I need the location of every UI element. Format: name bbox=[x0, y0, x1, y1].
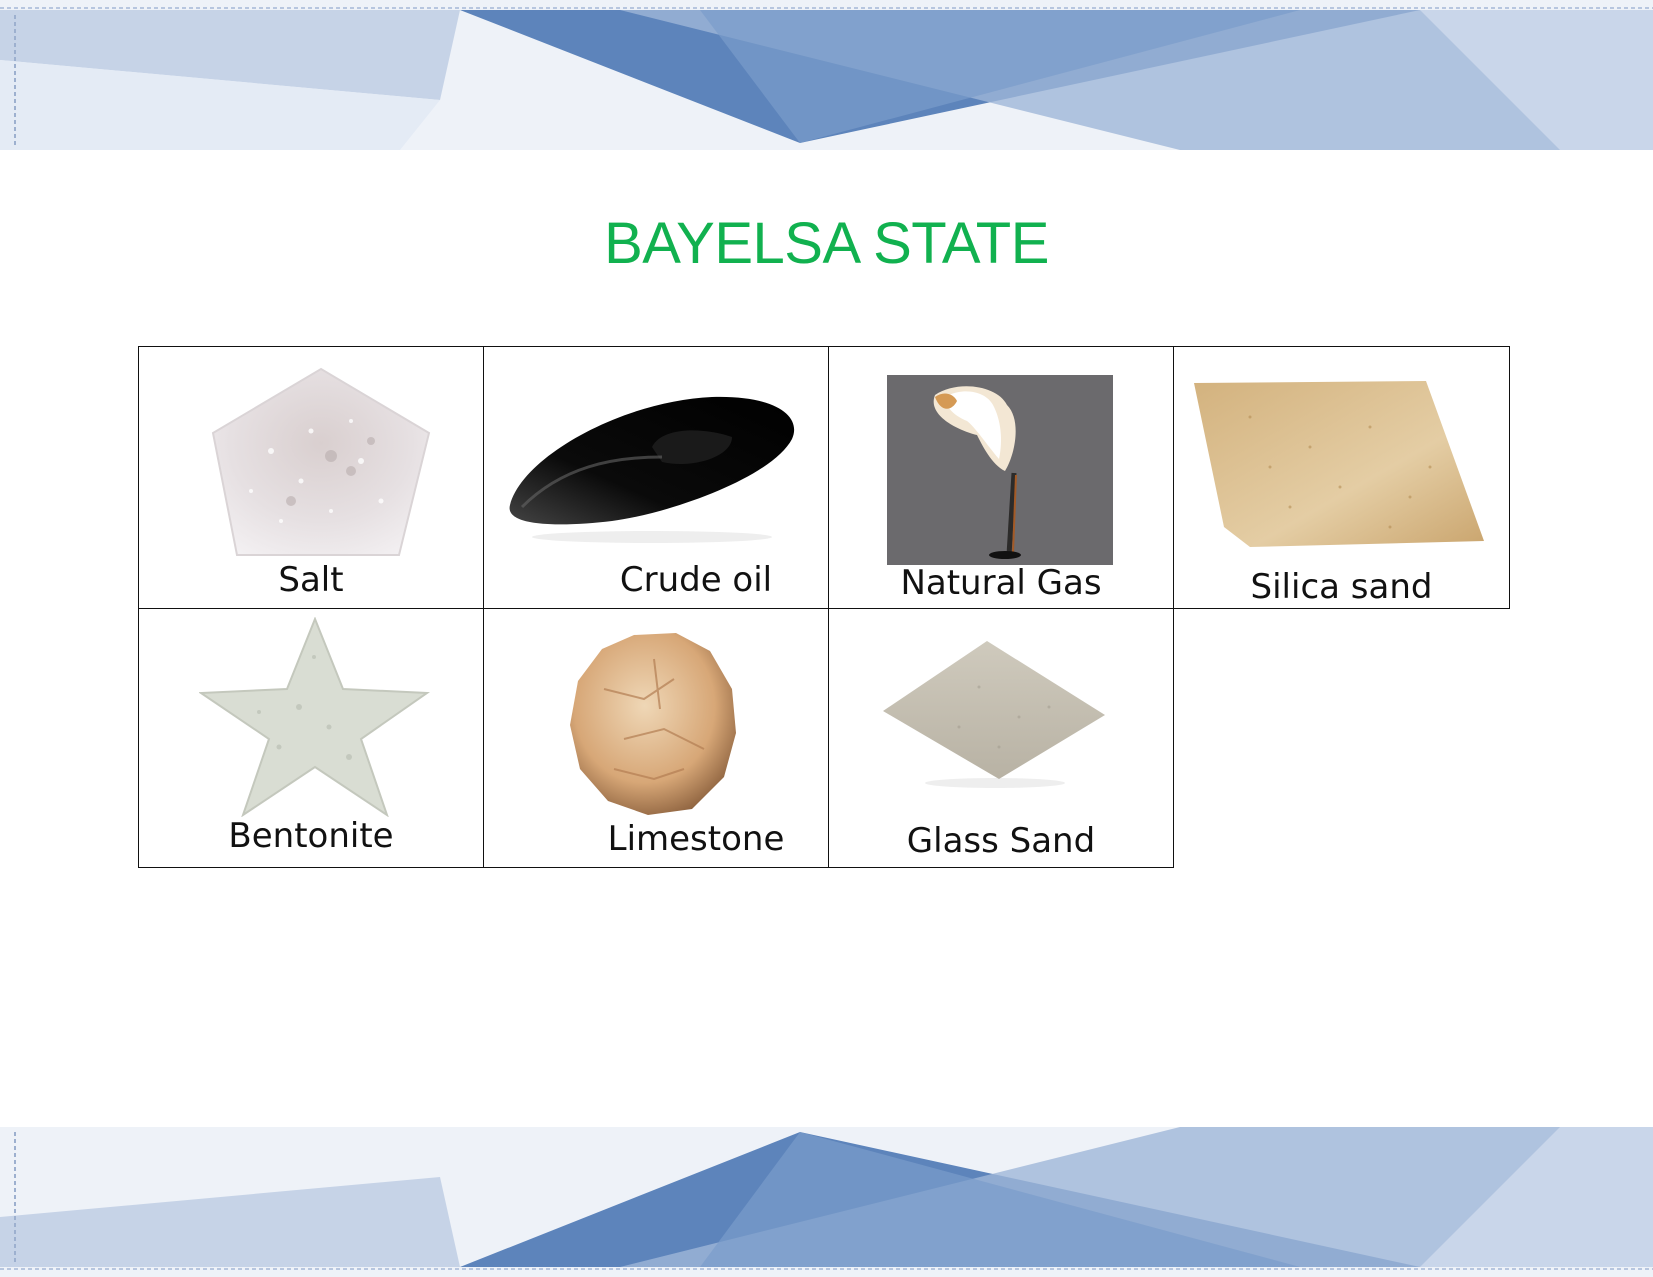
resource-label-natural-gas: Natural Gas bbox=[900, 563, 1102, 603]
resource-cell-limestone: Limestone bbox=[483, 608, 829, 868]
natural-gas-flare-icon bbox=[887, 375, 1113, 565]
resource-label-bentonite: Bentonite bbox=[228, 816, 394, 856]
resource-label-glass-sand: Glass Sand bbox=[906, 821, 1096, 861]
resource-cell-glass-sand: Glass Sand bbox=[828, 608, 1174, 868]
resource-cell-silica-sand: Silica sand bbox=[1173, 346, 1510, 609]
resource-cell-bentonite: Bentonite bbox=[138, 608, 484, 868]
glass-sand-icon bbox=[883, 641, 1105, 788]
silica-sand-icon bbox=[1194, 381, 1484, 547]
resource-label-silica-sand: Silica sand bbox=[1250, 567, 1433, 607]
resource-label-crude-oil: Crude oil bbox=[619, 560, 773, 600]
resource-grid: Salt Crude oil bbox=[138, 346, 1510, 868]
resource-label-limestone: Limestone bbox=[607, 819, 785, 859]
bottom-banner bbox=[0, 1127, 1653, 1277]
resource-cell-crude-oil: Crude oil bbox=[483, 346, 829, 609]
top-banner bbox=[0, 0, 1653, 150]
crude-oil-icon bbox=[509, 396, 795, 543]
resource-cell-salt: Salt bbox=[138, 346, 484, 609]
limestone-icon bbox=[570, 633, 736, 815]
salt-icon bbox=[211, 367, 431, 556]
resource-label-salt: Salt bbox=[278, 560, 344, 600]
page-title: BAYELSA STATE bbox=[604, 211, 1049, 276]
resource-cell-natural-gas: Natural Gas bbox=[828, 346, 1174, 609]
bentonite-icon bbox=[199, 617, 430, 817]
